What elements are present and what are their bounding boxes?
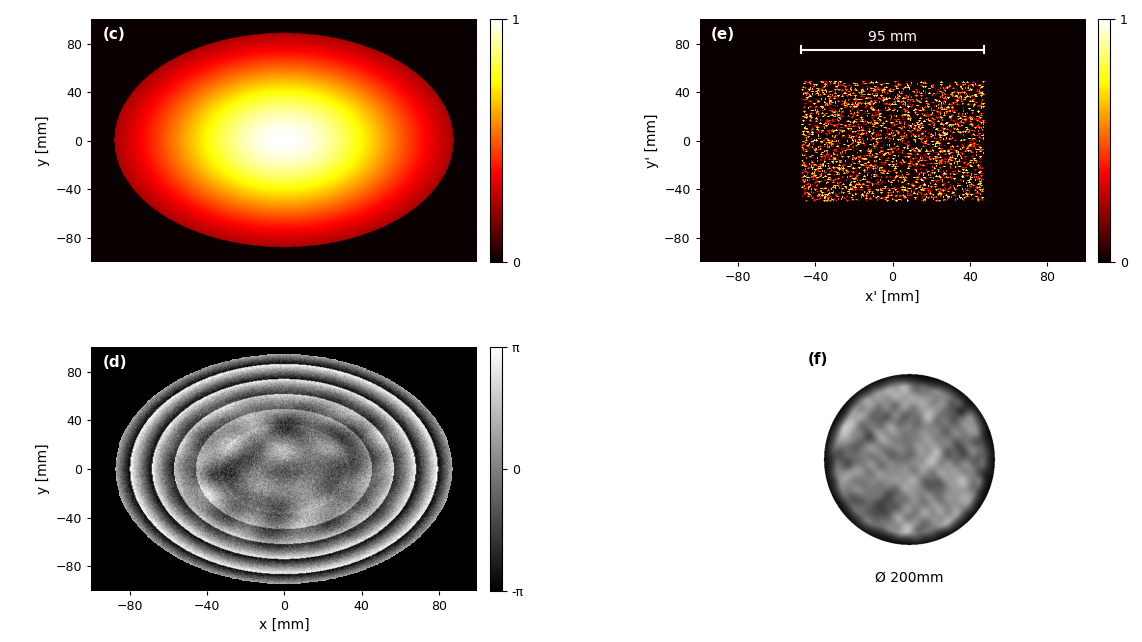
Text: (e): (e)	[711, 26, 735, 42]
X-axis label: x' [mm]: x' [mm]	[866, 290, 919, 304]
Text: 95 mm: 95 mm	[868, 30, 917, 44]
X-axis label: x [mm]: x [mm]	[259, 618, 309, 632]
Text: (c): (c)	[103, 26, 126, 42]
Y-axis label: y [mm]: y [mm]	[37, 444, 50, 494]
Y-axis label: y' [mm]: y' [mm]	[644, 114, 659, 168]
Text: (f): (f)	[807, 352, 828, 367]
Text: (d): (d)	[103, 355, 128, 370]
Y-axis label: y [mm]: y [mm]	[37, 116, 50, 166]
Text: Ø 200mm: Ø 200mm	[875, 571, 943, 586]
